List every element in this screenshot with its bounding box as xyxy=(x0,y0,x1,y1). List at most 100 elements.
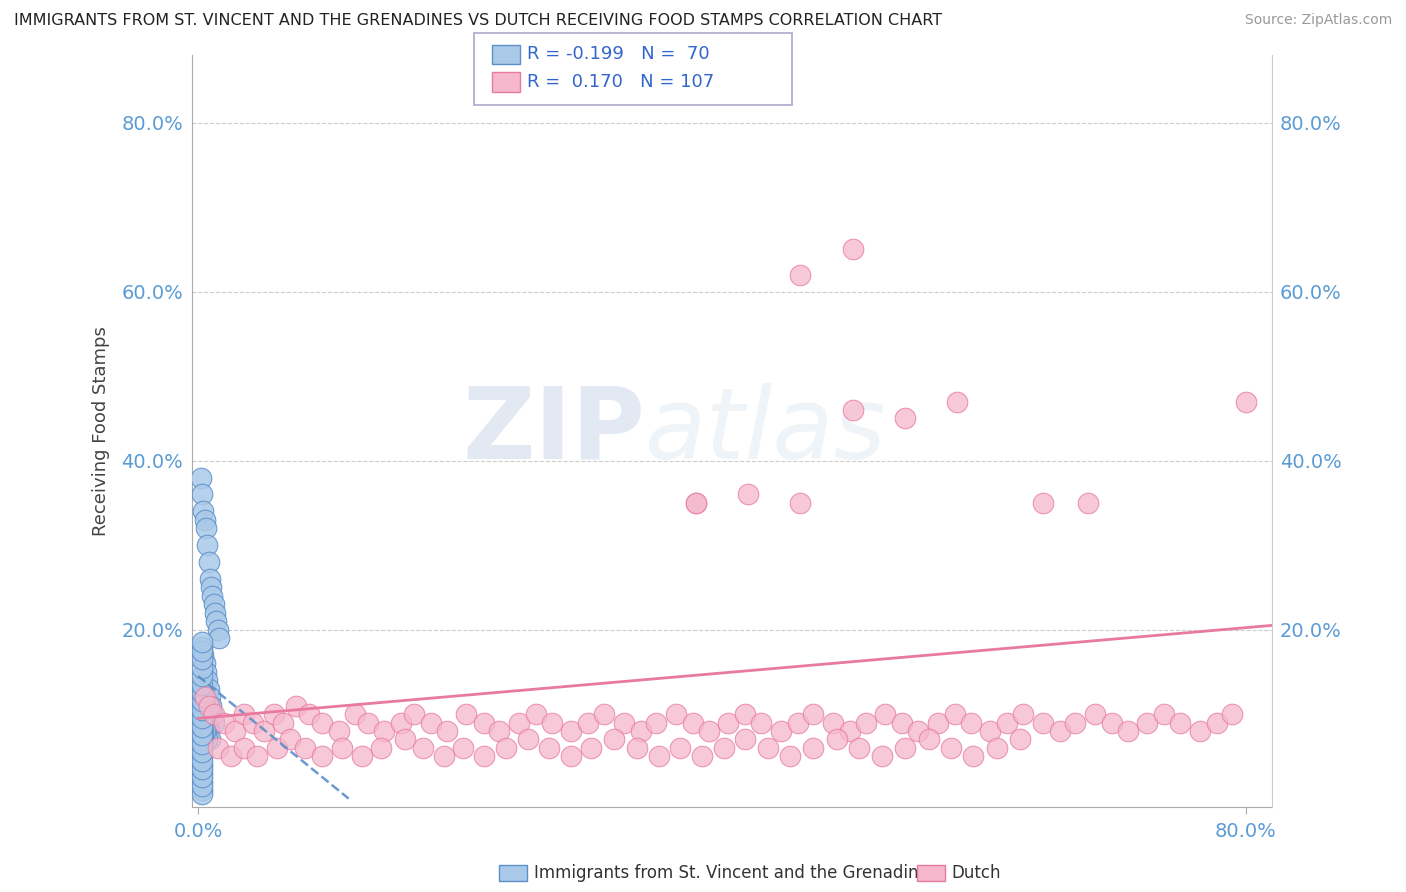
Point xyxy=(1153,707,1175,722)
Point xyxy=(191,788,214,802)
Point xyxy=(191,720,214,734)
Point xyxy=(191,774,214,789)
Point xyxy=(1084,707,1107,722)
Point xyxy=(803,740,825,755)
Point xyxy=(436,724,458,739)
Point xyxy=(344,707,367,722)
Point xyxy=(232,740,254,755)
Point xyxy=(472,715,495,730)
Point xyxy=(1136,715,1159,730)
Point xyxy=(713,740,735,755)
Point xyxy=(191,715,214,730)
Point xyxy=(191,660,214,674)
Point xyxy=(191,771,214,785)
Point xyxy=(1012,707,1035,722)
Point xyxy=(197,698,219,713)
Point xyxy=(576,715,599,730)
Point xyxy=(194,707,217,722)
Point xyxy=(191,681,214,696)
Point xyxy=(488,724,510,739)
Point xyxy=(191,732,214,747)
Point xyxy=(537,740,560,755)
Point xyxy=(756,740,779,755)
Point xyxy=(855,715,877,730)
Point xyxy=(193,707,215,722)
Point xyxy=(508,715,530,730)
Point xyxy=(749,715,772,730)
Point xyxy=(201,707,224,722)
Point xyxy=(271,715,294,730)
Point xyxy=(294,740,316,755)
Point xyxy=(786,715,808,730)
Point xyxy=(328,724,350,739)
Point xyxy=(197,724,219,739)
Point xyxy=(311,715,333,730)
Point xyxy=(191,757,214,772)
Point xyxy=(191,707,214,722)
Point xyxy=(737,487,759,501)
Point xyxy=(894,411,917,425)
Point xyxy=(191,728,214,742)
Point xyxy=(204,606,226,620)
Point xyxy=(198,690,221,705)
Point xyxy=(394,732,416,747)
Point xyxy=(252,724,274,739)
Point xyxy=(202,715,225,730)
Point xyxy=(191,762,214,776)
Point xyxy=(195,673,218,688)
Point xyxy=(803,707,825,722)
Point xyxy=(841,243,863,257)
Point xyxy=(560,749,582,764)
Point xyxy=(219,749,242,764)
Point xyxy=(200,698,222,713)
Point xyxy=(870,749,893,764)
Point xyxy=(191,779,214,793)
Point xyxy=(433,749,456,764)
Point xyxy=(979,724,1001,739)
Point xyxy=(1205,715,1227,730)
Point xyxy=(946,394,969,409)
Point xyxy=(193,732,215,747)
Point xyxy=(191,640,214,654)
Point xyxy=(918,732,941,747)
Point xyxy=(927,715,949,730)
Point xyxy=(779,749,801,764)
Point xyxy=(986,740,1008,755)
Point xyxy=(232,707,254,722)
Point xyxy=(194,715,217,730)
Point xyxy=(190,470,212,484)
Text: Source: ZipAtlas.com: Source: ZipAtlas.com xyxy=(1244,13,1392,28)
Point xyxy=(472,749,495,764)
Point xyxy=(734,732,756,747)
Point xyxy=(1116,724,1139,739)
Point xyxy=(191,644,214,658)
Point xyxy=(669,740,692,755)
Point xyxy=(214,715,236,730)
Point xyxy=(665,707,688,722)
Point xyxy=(194,698,217,713)
Point xyxy=(1010,732,1032,747)
Point xyxy=(193,690,215,705)
Point xyxy=(717,715,740,730)
Y-axis label: Receiving Food Stamps: Receiving Food Stamps xyxy=(93,326,110,536)
Point xyxy=(939,740,962,755)
Point xyxy=(907,724,929,739)
Point xyxy=(1101,715,1123,730)
Point xyxy=(191,669,214,683)
Point xyxy=(208,631,231,645)
Point xyxy=(894,740,917,755)
Point xyxy=(1188,724,1211,739)
Point xyxy=(191,754,214,768)
Point xyxy=(191,635,214,649)
Point xyxy=(685,496,707,510)
Point xyxy=(1032,496,1054,510)
Point xyxy=(191,652,214,666)
Point xyxy=(195,732,218,747)
Point xyxy=(626,740,648,755)
Point xyxy=(194,724,217,739)
Point xyxy=(630,724,652,739)
Point xyxy=(841,403,863,417)
Point xyxy=(593,707,616,722)
Point xyxy=(330,740,353,755)
Point xyxy=(202,707,225,722)
